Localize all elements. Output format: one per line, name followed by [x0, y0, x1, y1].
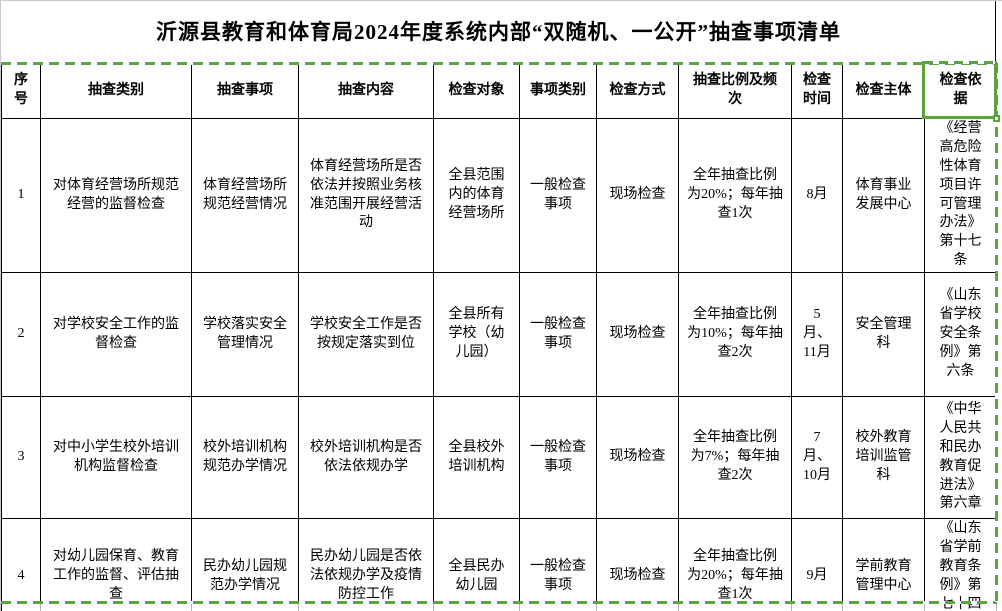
- cell-basis[interactable]: 《山东省学校安全条例》第六条: [924, 272, 997, 398]
- cutoff-row-border: [519, 604, 520, 611]
- cell-content[interactable]: 学校安全工作是否按规定落实到位: [298, 272, 434, 398]
- cell-content[interactable]: 校外培训机构是否依法依规办学: [298, 396, 434, 520]
- cutoff-row-border: [433, 604, 434, 611]
- table-row: 3 对中小学生校外培训机构监督检查 校外培训机构规范办学情况 校外培训机构是否依…: [1, 396, 997, 520]
- cell-ratio[interactable]: 全年抽查比例为10%；每年抽查2次: [678, 272, 792, 398]
- cell-method[interactable]: 现场检查: [596, 518, 679, 611]
- cutoff-row-border: [40, 604, 41, 611]
- print-area-dash-bottom: [1, 601, 997, 604]
- header-subject[interactable]: 检查主体: [842, 63, 925, 119]
- table-row: 2 对学校安全工作的监督检查 学校落实安全管理情况 学校安全工作是否按规定落实到…: [1, 272, 997, 398]
- cell-subject[interactable]: 学前教育管理中心: [842, 518, 925, 611]
- cell-target[interactable]: 全县校外培训机构: [433, 396, 520, 520]
- cell-subject[interactable]: 校外教育培训监管科: [842, 396, 925, 520]
- cell-category[interactable]: 对中小学生校外培训机构监督检查: [40, 396, 192, 520]
- cell-target[interactable]: 全县民办幼儿园: [433, 518, 520, 611]
- header-basis-selected[interactable]: 检查依据: [924, 63, 997, 119]
- cutoff-row-border: [791, 604, 792, 611]
- header-type[interactable]: 事项类别: [519, 63, 597, 119]
- table-row: 4 对幼儿园保育、教育工作的监督、评估抽查 民办幼儿园规范办学情况 民办幼儿园是…: [1, 518, 997, 611]
- page-title: 沂源县教育和体育局2024年度系统内部“双随机、一公开”抽查事项清单: [156, 20, 841, 44]
- table-header-row: 序号 抽查类别 抽查事项 抽查内容 检查对象 事项类别 检查方式 抽查比例及频次…: [1, 63, 997, 119]
- document-title-row: 沂源县教育和体育局2024年度系统内部“双随机、一公开”抽查事项清单: [1, 1, 996, 61]
- cell-target[interactable]: 全县范围内的体育经营场所: [433, 117, 520, 274]
- cell-method[interactable]: 现场检查: [596, 117, 679, 274]
- header-time[interactable]: 检查时间: [791, 63, 843, 119]
- cutoff-row-border: [924, 604, 925, 611]
- cell-type[interactable]: 一般检查事项: [519, 117, 597, 274]
- header-method[interactable]: 检查方式: [596, 63, 679, 119]
- cell-item[interactable]: 学校落实安全管理情况: [191, 272, 299, 398]
- cell-category[interactable]: 对幼儿园保育、教育工作的监督、评估抽查: [40, 518, 192, 611]
- cell-seq[interactable]: 3: [1, 396, 41, 520]
- cell-type[interactable]: 一般检查事项: [519, 396, 597, 520]
- cell-basis[interactable]: 《中华人民共和民办教育促进法》第六章: [924, 396, 997, 520]
- inspection-items-table: 序号 抽查类别 抽查事项 抽查内容 检查对象 事项类别 检查方式 抽查比例及频次…: [1, 63, 997, 611]
- cell-seq[interactable]: 4: [1, 518, 41, 611]
- cell-time[interactable]: 5月、11月: [791, 272, 843, 398]
- cell-type[interactable]: 一般检查事项: [519, 272, 597, 398]
- print-area-dash-top: [1, 62, 997, 65]
- cell-content[interactable]: 体育经营场所是否依法并按照业务核准范围开展经营活动: [298, 117, 434, 274]
- cutoff-row-border: [191, 604, 192, 611]
- header-target[interactable]: 检查对象: [433, 63, 520, 119]
- cutoff-row-border: [996, 604, 997, 611]
- cell-content[interactable]: 民办幼儿园是否依法依规办学及疫情防控工作: [298, 518, 434, 611]
- cell-ratio[interactable]: 全年抽查比例为20%；每年抽查1次: [678, 518, 792, 611]
- cell-subject[interactable]: 安全管理科: [842, 272, 925, 398]
- cell-basis[interactable]: 《经营高危险性体育项目许可管理办法》第十七条: [924, 117, 997, 274]
- header-seq[interactable]: 序号: [1, 63, 41, 119]
- cell-ratio[interactable]: 全年抽查比例为7%；每年抽查2次: [678, 396, 792, 520]
- cell-item[interactable]: 体育经营场所规范经营情况: [191, 117, 299, 274]
- cutoff-row-border: [842, 604, 843, 611]
- cell-basis[interactable]: 《山东省学前教育条例》第七十四条: [924, 518, 997, 611]
- cutoff-row-border: [596, 604, 597, 611]
- title-right-border: [995, 1, 996, 63]
- cell-time[interactable]: 9月: [791, 518, 843, 611]
- cell-method[interactable]: 现场检查: [596, 396, 679, 520]
- cell-seq[interactable]: 1: [1, 117, 41, 274]
- cutoff-row-border: [678, 604, 679, 611]
- cell-item[interactable]: 民办幼儿园规范办学情况: [191, 518, 299, 611]
- print-area-dash-right: [995, 63, 998, 602]
- cell-ratio[interactable]: 全年抽查比例为20%；每年抽查1次: [678, 117, 792, 274]
- cell-time[interactable]: 7月、10月: [791, 396, 843, 520]
- header-category[interactable]: 抽查类别: [40, 63, 192, 119]
- header-item[interactable]: 抽查事项: [191, 63, 299, 119]
- cell-method[interactable]: 现场检查: [596, 272, 679, 398]
- cutoff-row-border: [298, 604, 299, 611]
- cell-type[interactable]: 一般检查事项: [519, 518, 597, 611]
- cell-category[interactable]: 对学校安全工作的监督检查: [40, 272, 192, 398]
- selection-fill-handle[interactable]: [993, 115, 1000, 122]
- cell-category[interactable]: 对体育经营场所规范经营的监督检查: [40, 117, 192, 274]
- header-content[interactable]: 抽查内容: [298, 63, 434, 119]
- table-row: 1 对体育经营场所规范经营的监督检查 体育经营场所规范经营情况 体育经营场所是否…: [1, 117, 997, 274]
- cell-seq[interactable]: 2: [1, 272, 41, 398]
- cell-item[interactable]: 校外培训机构规范办学情况: [191, 396, 299, 520]
- cell-time[interactable]: 8月: [791, 117, 843, 274]
- cell-subject[interactable]: 体育事业发展中心: [842, 117, 925, 274]
- cell-target[interactable]: 全县所有学校（幼儿园）: [433, 272, 520, 398]
- header-ratio[interactable]: 抽查比例及频次: [678, 63, 792, 119]
